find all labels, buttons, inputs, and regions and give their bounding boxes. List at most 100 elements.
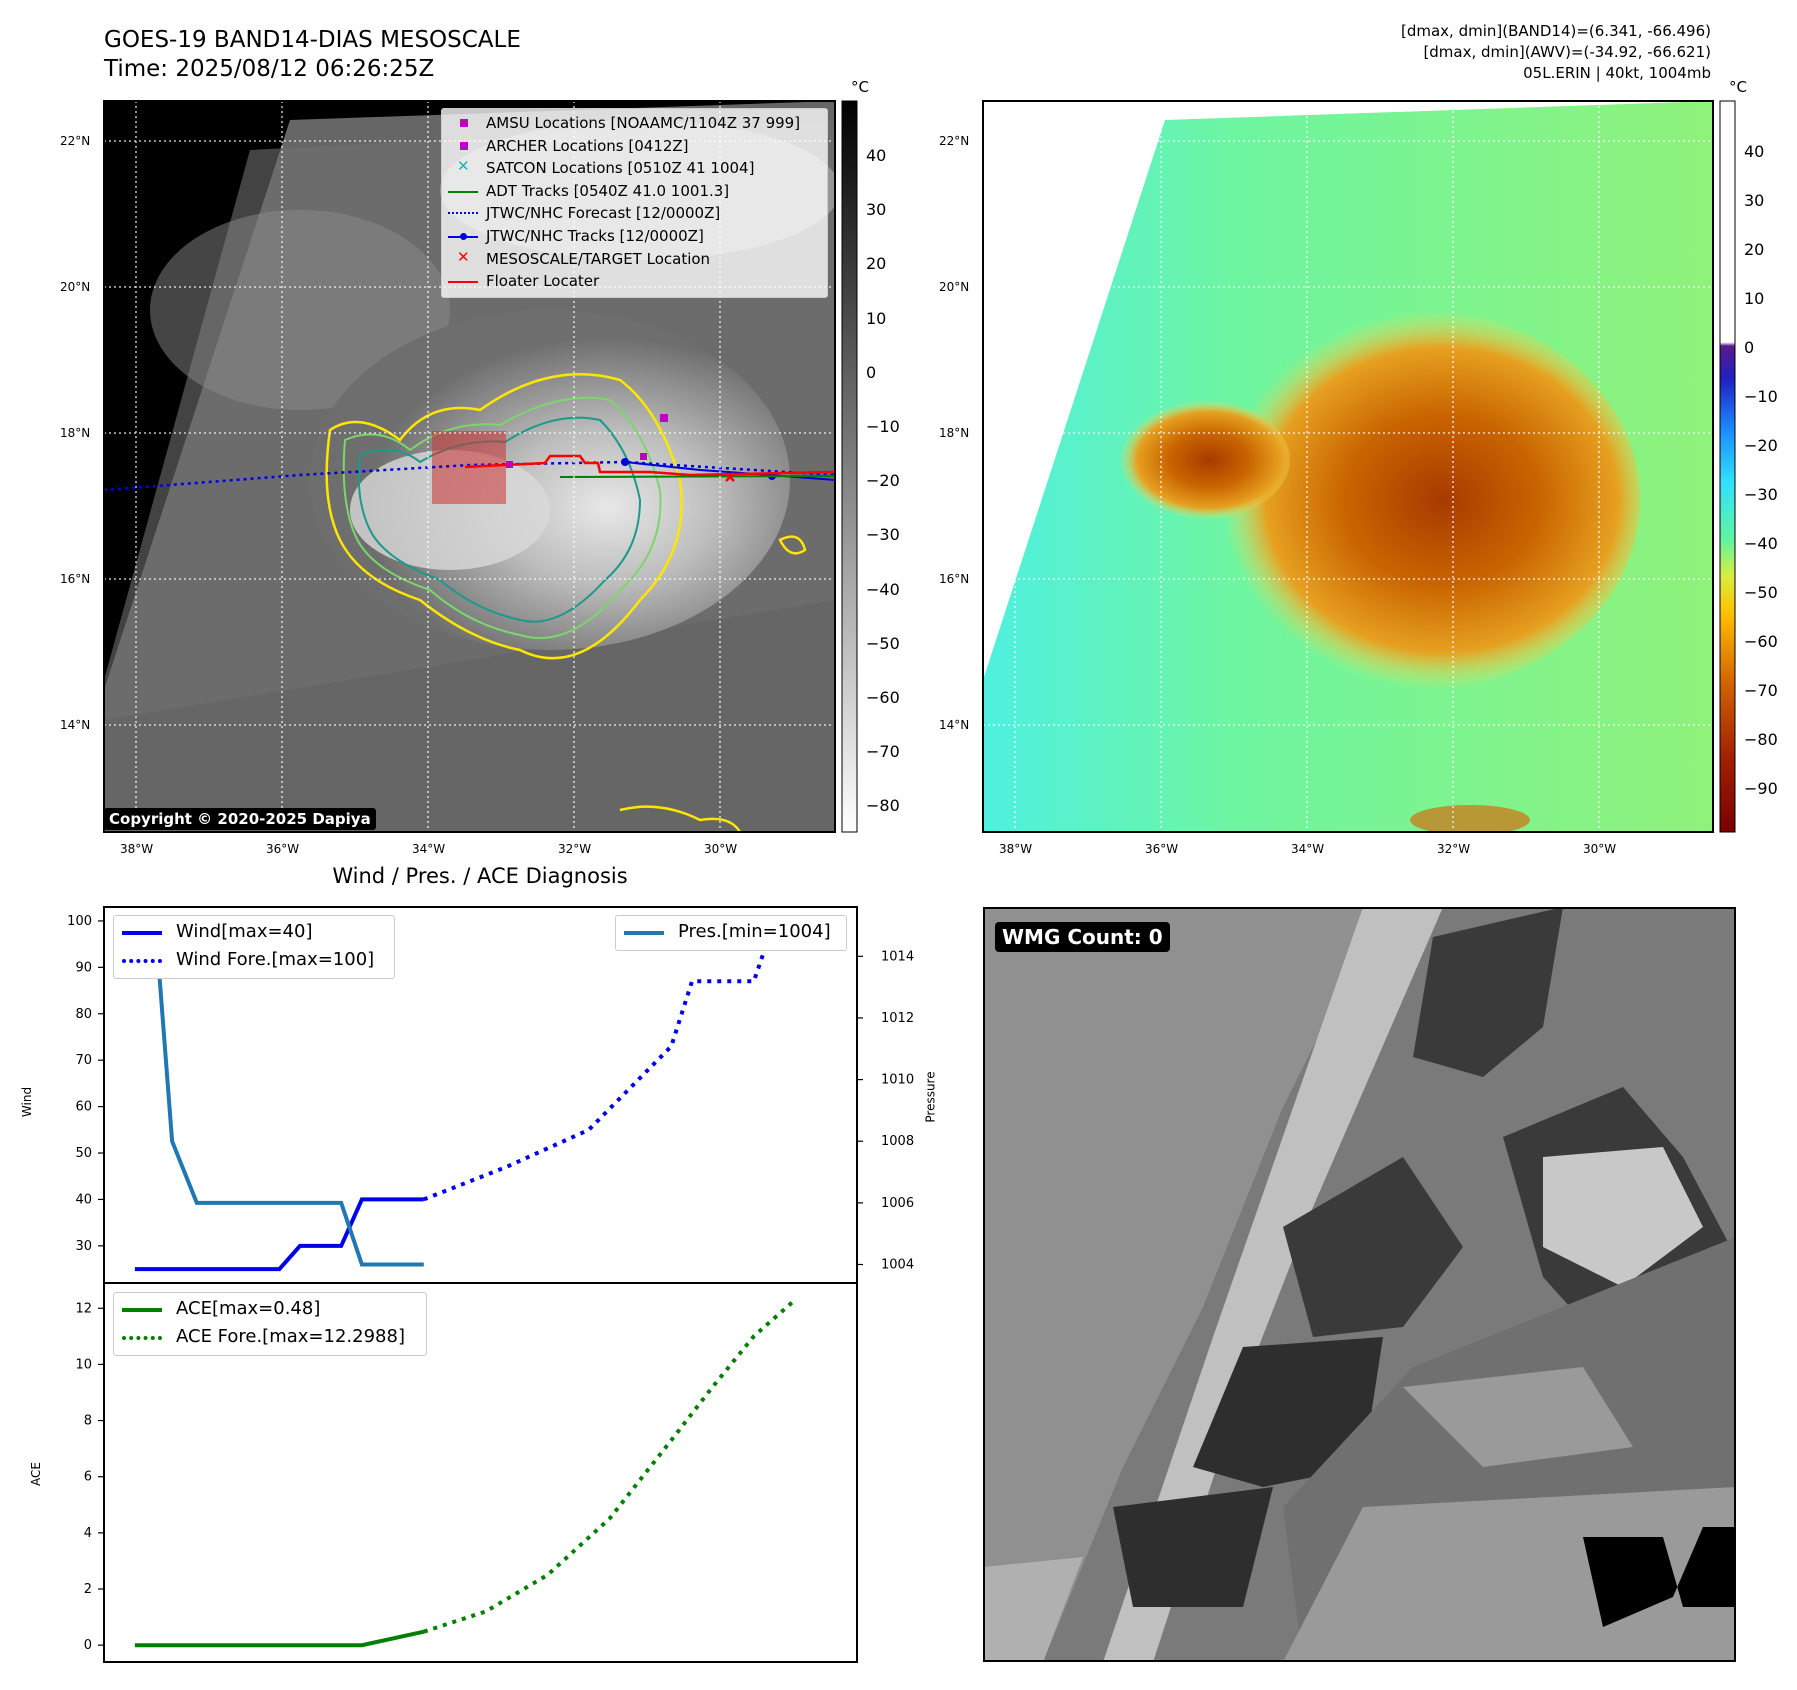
wind-fore-legend-label: Wind Fore.[max=100] bbox=[176, 949, 375, 970]
pressure-ytick-label: 1014 bbox=[881, 949, 914, 964]
ir-legend-item: JTWC/NHC Tracks [12/0000Z] bbox=[442, 227, 822, 247]
legend-marker-icon bbox=[448, 281, 478, 284]
ace-line bbox=[134, 1629, 425, 1648]
col-colorbar-tick: 10 bbox=[1744, 289, 1765, 308]
ace-fore-legend-swatch bbox=[122, 1336, 162, 1340]
wind-ytick-label: 50 bbox=[75, 1146, 92, 1161]
color-lon-34: 34°W bbox=[1291, 842, 1325, 856]
color-lon-38: 38°W bbox=[999, 842, 1033, 856]
ir-lon-36: 36°W bbox=[266, 842, 300, 856]
pressure-ytick-label: 1010 bbox=[881, 1073, 914, 1088]
ir-legend-item: Floater Locater bbox=[442, 272, 822, 292]
ir-legend-item: ✕ MESOSCALE/TARGET Location bbox=[442, 247, 822, 270]
ir-colorbar-tick: 40 bbox=[866, 146, 887, 165]
wind-fore-legend-swatch bbox=[122, 959, 162, 963]
ir-lon-30: 30°W bbox=[704, 842, 738, 856]
col-colorbar-tick: −40 bbox=[1744, 534, 1778, 553]
col-colorbar-tick: −60 bbox=[1744, 632, 1778, 651]
color-lon-36: 36°W bbox=[1145, 842, 1179, 856]
wmg-panel bbox=[983, 907, 1736, 1662]
ir-lon-32: 32°W bbox=[558, 842, 592, 856]
ir-colorbar-tick: 20 bbox=[866, 254, 887, 274]
col-colorbar-tick: 20 bbox=[1744, 240, 1765, 259]
pres-legend: Pres.[min=1004] bbox=[615, 915, 847, 951]
color-lon-30: 30°W bbox=[1583, 842, 1617, 856]
ace-ytick-label: 0 bbox=[84, 1638, 92, 1653]
legend-marker-icon bbox=[460, 119, 468, 127]
wind-line bbox=[134, 1197, 424, 1272]
ir-lat-14: 14°N bbox=[60, 718, 91, 732]
ace-forecast-line bbox=[423, 1298, 797, 1634]
color-lat-20: 20°N bbox=[939, 280, 970, 294]
ir-legend-item: ✕ SATCON Locations [0510Z 41 1004] bbox=[442, 157, 822, 179]
ir-colorbar-tick: −10 bbox=[866, 417, 900, 436]
wind-ytick-label: 70 bbox=[75, 1053, 92, 1068]
ace-ytick-label: 10 bbox=[75, 1357, 92, 1372]
pres-legend-label: Pres.[min=1004] bbox=[678, 921, 831, 942]
wind-ytick-label: 90 bbox=[75, 960, 92, 975]
col-colorbar-tick: −30 bbox=[1744, 485, 1778, 504]
col-colorbar-tick: 40 bbox=[1744, 142, 1765, 161]
color-lat-16: 16°N bbox=[939, 572, 970, 586]
ir-lon-34: 34°W bbox=[412, 842, 446, 856]
legend-label: MESOSCALE/TARGET Location bbox=[486, 249, 711, 268]
diagnosis-title: Wind / Pres. / ACE Diagnosis bbox=[332, 864, 628, 888]
ir-colorbar-tick: −60 bbox=[866, 688, 900, 707]
ir-colorbar-unit: °C bbox=[851, 78, 869, 96]
legend-marker-icon: ✕ bbox=[457, 247, 470, 266]
legend-label: SATCON Locations [0510Z 41 1004] bbox=[486, 159, 755, 178]
color-colorbar bbox=[1719, 100, 1736, 833]
legend-label: AMSU Locations [NOAAMC/1104Z 37 999] bbox=[486, 114, 801, 132]
legend-label: JTWC/NHC Forecast [12/0000Z] bbox=[486, 204, 721, 223]
ir-colorbar bbox=[841, 100, 858, 833]
wind-legend-swatch bbox=[122, 931, 162, 935]
col-colorbar-tick: −20 bbox=[1744, 436, 1778, 455]
ace-ytick-label: 2 bbox=[84, 1582, 92, 1597]
ir-lat-20: 20°N bbox=[60, 280, 91, 294]
ace-legend-label: ACE[max=0.48] bbox=[176, 1298, 321, 1319]
figure-time: Time: 2025/08/12 06:26:25Z bbox=[104, 56, 435, 82]
storm-info: 05L.ERIN | 40kt, 1004mb bbox=[1523, 64, 1711, 82]
ir-colorbar-tick: −20 bbox=[866, 471, 900, 491]
pressure-ytick-label: 1008 bbox=[881, 1134, 914, 1149]
pressure-ytick-label: 1004 bbox=[881, 1258, 914, 1273]
ir-lon-38: 38°W bbox=[120, 842, 154, 856]
pressure-ytick-label: 1006 bbox=[881, 1196, 914, 1211]
stats-band14: [dmax, dmin](BAND14)=(6.341, -66.496) bbox=[1400, 22, 1711, 40]
ace-axis-label: ACE bbox=[28, 1462, 43, 1486]
ace-ytick-label: 4 bbox=[84, 1526, 92, 1541]
legend-marker-icon bbox=[448, 212, 478, 215]
legend-marker-icon: ✕ bbox=[457, 157, 470, 176]
legend-label: ADT Tracks [0540Z 41.0 1001.3] bbox=[486, 181, 730, 200]
ace-legend-swatch bbox=[122, 1308, 162, 1312]
ir-colorbar-tick: −70 bbox=[866, 742, 900, 762]
ir-legend-item: ADT Tracks [0540Z 41.0 1001.3] bbox=[442, 182, 822, 202]
color-colorbar-unit: °C bbox=[1729, 78, 1747, 96]
col-colorbar-tick: 30 bbox=[1744, 191, 1765, 210]
pressure-axis-label: Pressure bbox=[923, 1071, 938, 1123]
wind-ytick-label: 60 bbox=[75, 1100, 92, 1115]
ir-legend-item: ARCHER Locations [0412Z] bbox=[442, 137, 822, 157]
ir-legend-item: JTWC/NHC Forecast [12/0000Z] bbox=[442, 204, 822, 224]
ir-colorbar-tick: 30 bbox=[866, 200, 887, 220]
legend-label: ARCHER Locations [0412Z] bbox=[486, 136, 689, 155]
stats-awv: [dmax, dmin](AWV)=(-34.92, -66.621) bbox=[1423, 43, 1711, 61]
ir-colorbar-tick: −50 bbox=[866, 633, 900, 653]
ace-legend: ACE[max=0.48] ACE Fore.[max=12.2988] bbox=[113, 1292, 427, 1356]
color-map-panel bbox=[982, 100, 1736, 833]
ir-legend-item: AMSU Locations [NOAAMC/1104Z 37 999] bbox=[442, 114, 822, 134]
ace-ytick-label: 8 bbox=[84, 1414, 92, 1429]
pres-legend-swatch bbox=[624, 931, 664, 935]
legend-label: JTWC/NHC Tracks [12/0000Z] bbox=[486, 227, 704, 245]
col-colorbar-tick: −90 bbox=[1744, 779, 1778, 798]
col-colorbar-tick: 0 bbox=[1744, 338, 1755, 357]
col-colorbar-tick: −50 bbox=[1744, 583, 1778, 602]
ir-colorbar-tick: −80 bbox=[866, 796, 900, 816]
ace-ytick-label: 12 bbox=[75, 1301, 92, 1316]
ace-fore-legend-label: ACE Fore.[max=12.2988] bbox=[176, 1326, 405, 1347]
wind-ytick-label: 40 bbox=[75, 1192, 92, 1207]
wind-legend: Wind[max=40] Wind Fore.[max=100] bbox=[113, 915, 395, 979]
wind-pressure-chart: 3040506070809010010041006100810101012101… bbox=[67, 906, 914, 1663]
wind-ytick-label: 80 bbox=[75, 1007, 92, 1022]
wind-ytick-label: 100 bbox=[67, 914, 92, 929]
